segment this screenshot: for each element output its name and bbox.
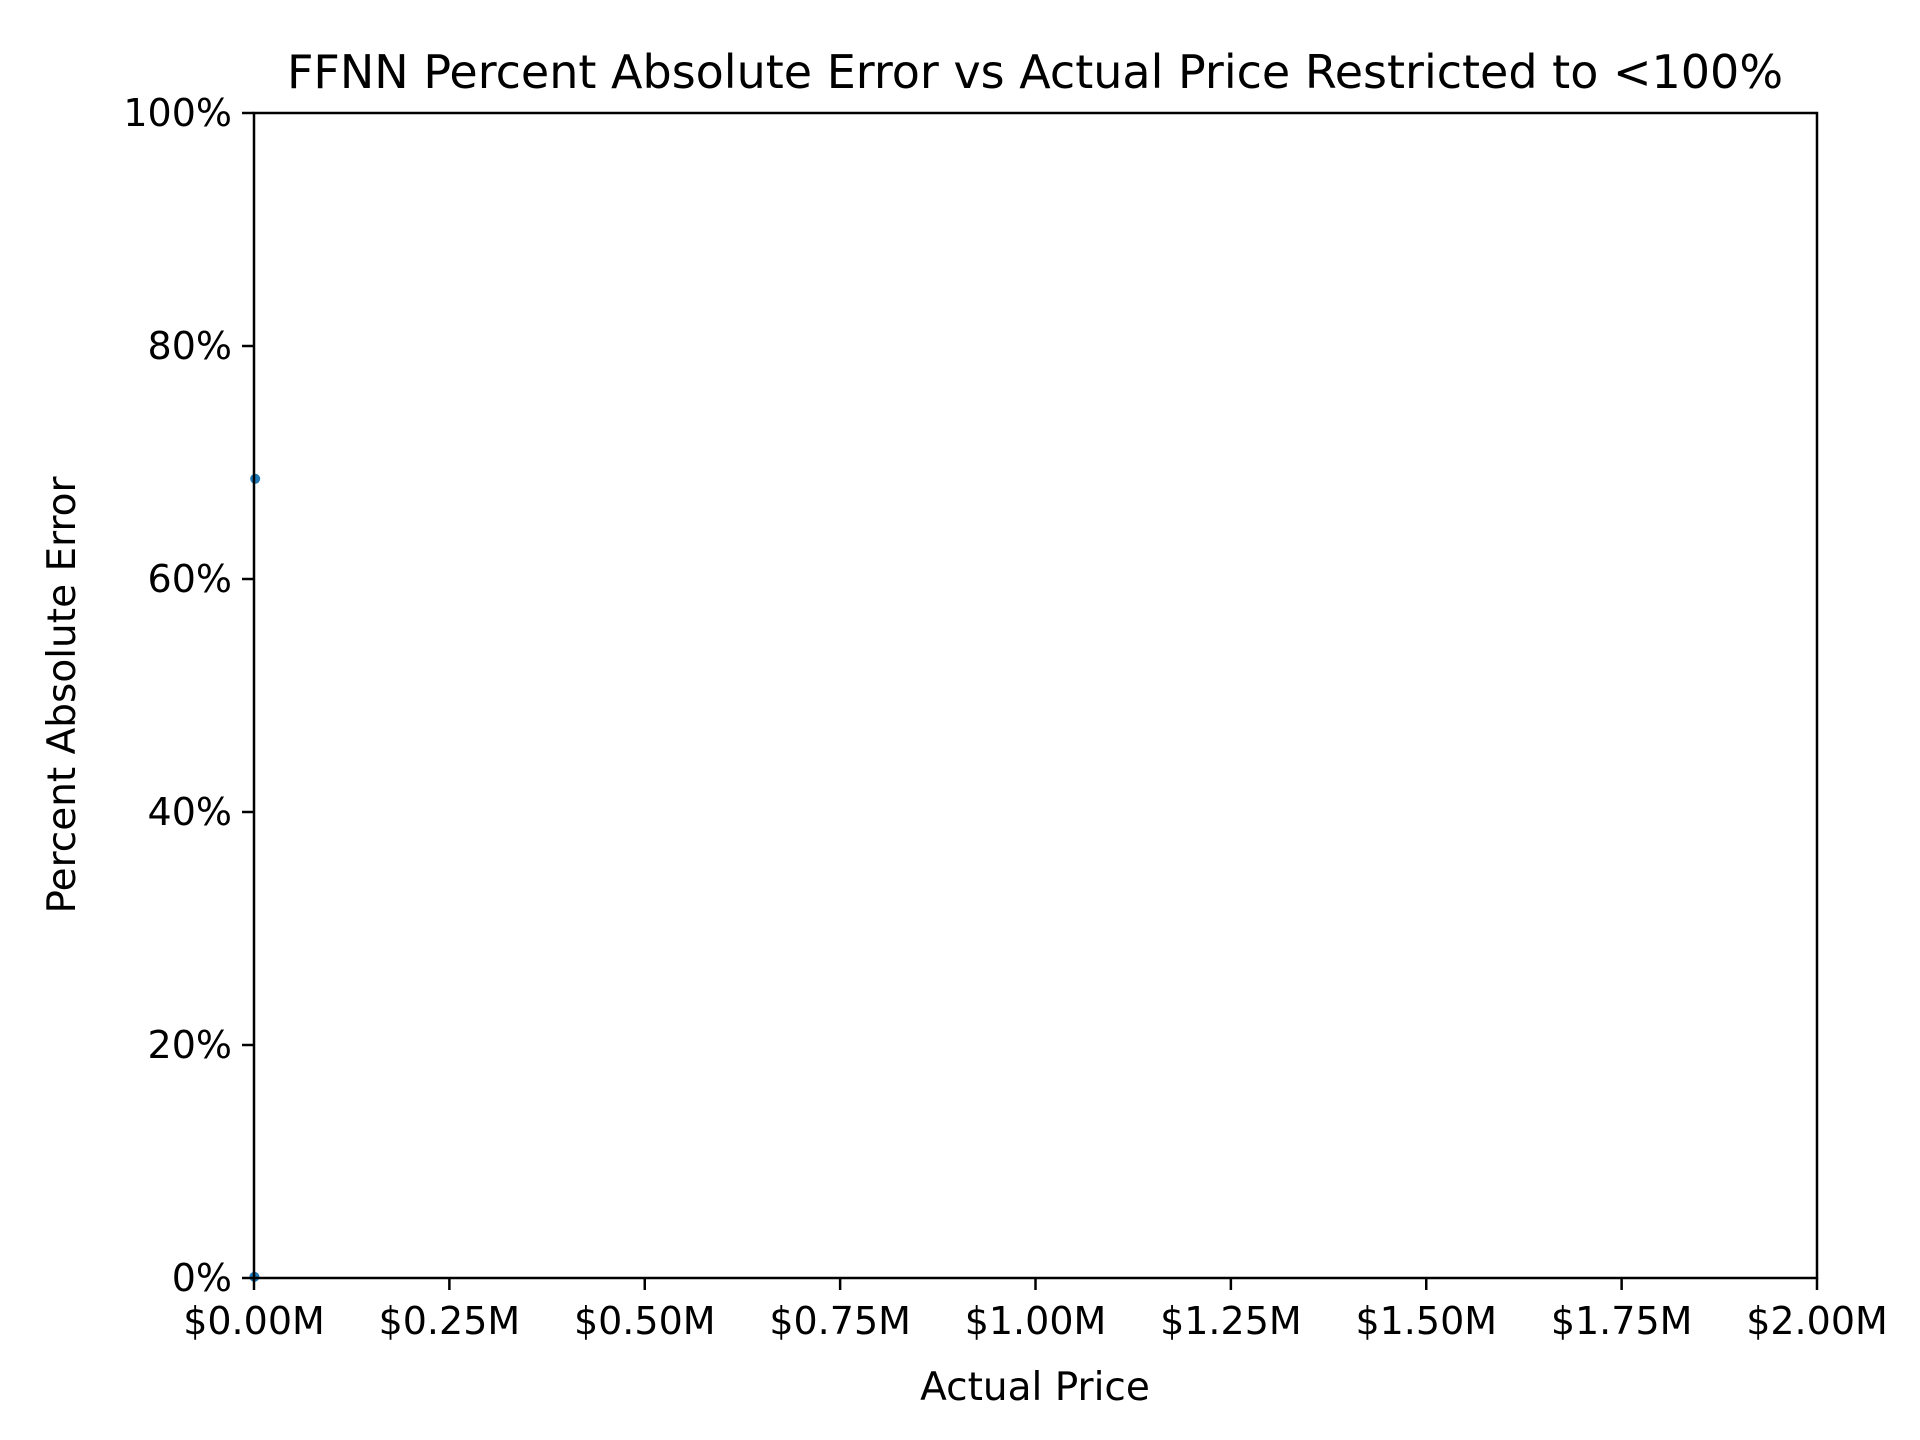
x-tick-label: $1.25M [1160, 1299, 1302, 1343]
x-tick-label: $0.25M [379, 1299, 521, 1343]
x-axis-ticks: $0.00M $0.25M $0.50M $0.75M $1.00M $1.25M $1.5… [183, 1278, 1888, 1343]
x-tick-label: $1.00M [965, 1299, 1107, 1343]
x-axis-label: Actual Price [920, 1365, 1150, 1410]
x-tick-label: $1.50M [1355, 1299, 1497, 1343]
x-tick-label: $0.00M [183, 1299, 325, 1343]
y-tick-label: 20% [148, 1023, 232, 1067]
y-tick-label: 60% [148, 557, 232, 601]
chart-title: FFNN Percent Absolute Error vs Actual Pr… [287, 45, 1783, 99]
y-axis-label: Percent Absolute Error [40, 476, 85, 914]
plot-area-frame [252, 111, 1819, 1280]
y-tick-label: 80% [148, 324, 232, 368]
y-tick-label: 40% [148, 790, 232, 834]
x-tick-label: $1.75M [1551, 1299, 1693, 1343]
y-tick-label: 100% [123, 91, 232, 135]
x-tick-label: $0.50M [574, 1299, 716, 1343]
x-tick-label: $0.75M [769, 1299, 911, 1343]
y-axis-ticks: 0% 20% 40% 60% 80% 100% [123, 91, 254, 1300]
x-tick-label: $2.00M [1746, 1299, 1888, 1343]
y-tick-label: 0% [172, 1256, 232, 1300]
